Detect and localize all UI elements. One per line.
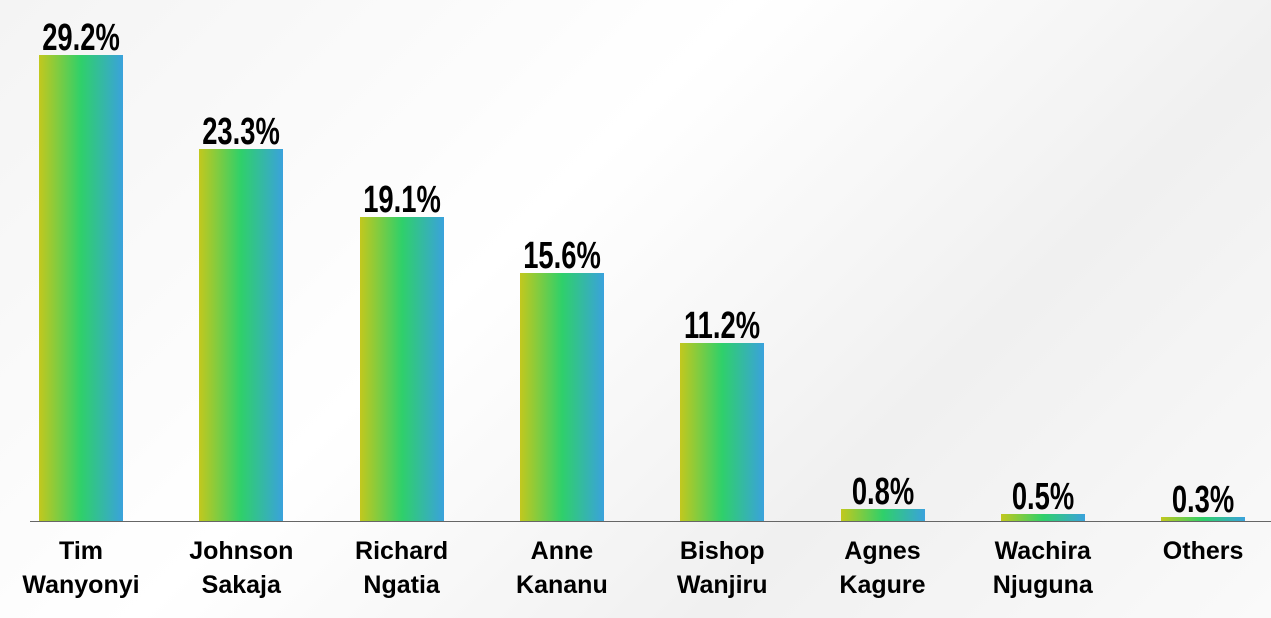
bar <box>199 149 284 522</box>
x-tick-label: Richard Ngatia <box>355 537 449 599</box>
bar <box>1161 517 1246 522</box>
value-label: 0.3% <box>1171 479 1235 522</box>
bar <box>840 509 925 522</box>
value-label: 11.2% <box>684 304 761 347</box>
x-tick-label: Anne Kananu <box>516 537 608 599</box>
x-tick-label: Agnes Kagure <box>839 537 926 599</box>
x-tick-label: Wachira Njuguna <box>992 537 1093 599</box>
bar <box>680 342 765 522</box>
value-label: 29.2% <box>42 17 120 59</box>
x-tick-label: Tim Wanyonyi <box>22 537 140 599</box>
bar <box>39 55 123 522</box>
x-tick-label: Bishop Wanjiru <box>676 537 768 599</box>
value-label: 0.5% <box>1011 476 1074 518</box>
baseline <box>30 521 1271 522</box>
value-label: 15.6% <box>523 234 601 277</box>
x-tick-label: Others <box>1162 537 1244 565</box>
bar <box>359 216 444 522</box>
value-label: 0.8% <box>851 471 914 514</box>
value-label: 19.1% <box>362 178 441 221</box>
bar <box>519 272 604 522</box>
x-tick-label: Johnson Sakaja <box>189 537 294 599</box>
value-label: 23.3% <box>202 111 281 154</box>
bar <box>1000 514 1085 522</box>
